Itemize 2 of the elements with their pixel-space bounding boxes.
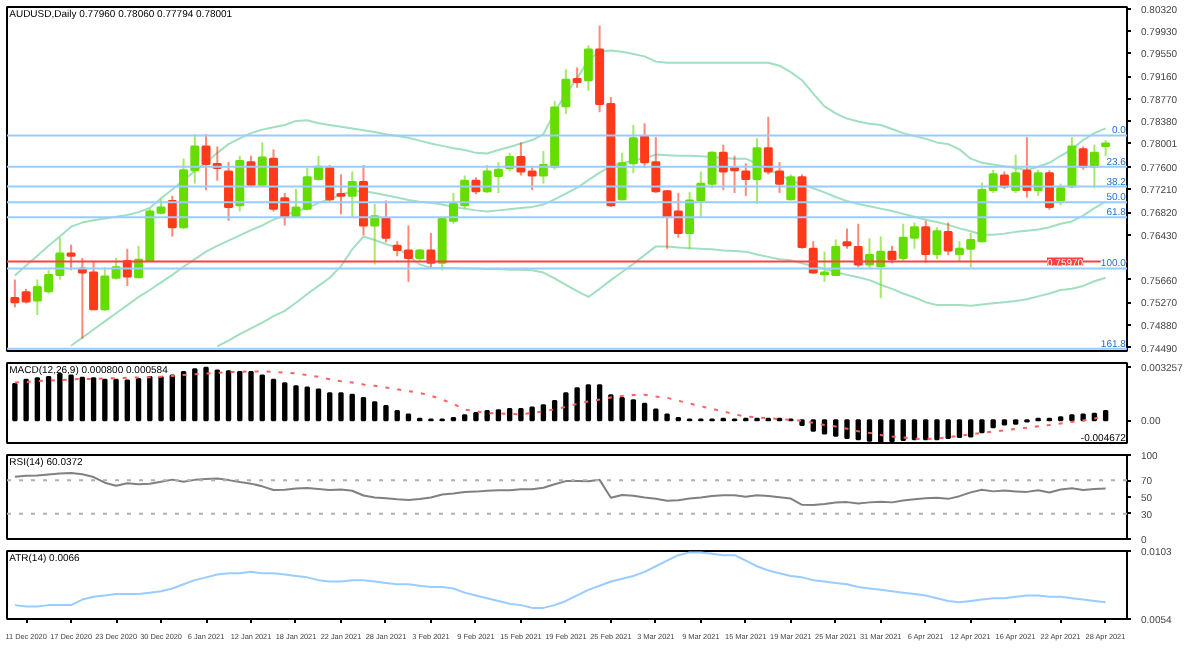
line-series: [13, 551, 1107, 609]
line-series: [13, 471, 1107, 507]
